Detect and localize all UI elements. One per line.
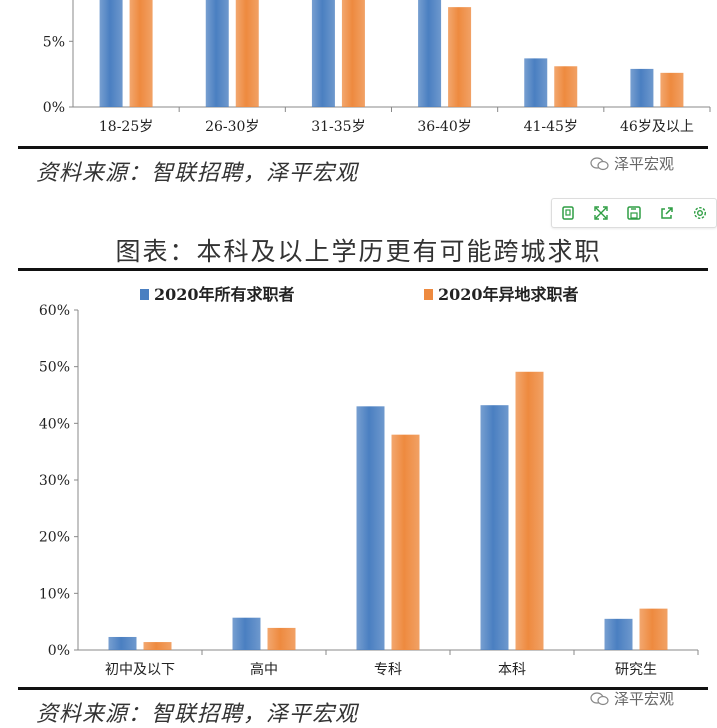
- top-watermark: 泽平宏观: [590, 153, 674, 174]
- watermark-text: 泽平宏观: [614, 155, 675, 173]
- bar-all-seekers: [108, 636, 137, 650]
- bottom-rule: [18, 687, 708, 690]
- bar-remote-seekers: [235, 0, 259, 107]
- x-tick-label: 26-30岁: [205, 119, 259, 135]
- x-tick-label: 本科: [498, 662, 526, 678]
- y-tick-label: 10%: [39, 586, 70, 602]
- copy-icon: [562, 206, 575, 220]
- legend-label: 2020年所有求职者: [154, 285, 295, 304]
- y-tick-label: 50%: [39, 360, 70, 376]
- x-tick-label: 高中: [250, 661, 278, 678]
- bar-all-seekers: [604, 618, 633, 650]
- share-button[interactable]: [656, 202, 678, 224]
- expand-icon: [594, 206, 608, 220]
- bar-remote-seekers: [341, 0, 365, 107]
- bar-all-seekers: [480, 405, 509, 650]
- title-rule: [18, 268, 708, 271]
- bar-all-seekers: [356, 406, 385, 650]
- bar-remote-seekers: [448, 7, 472, 107]
- bar-remote-seekers: [129, 0, 153, 107]
- x-tick-label: 专科: [374, 662, 402, 678]
- share-icon: [661, 207, 673, 219]
- watermark-text: 泽平宏观: [614, 690, 675, 708]
- bar-all-seekers: [311, 0, 335, 107]
- image-toolbar: [551, 198, 717, 228]
- settings-button[interactable]: [689, 202, 711, 224]
- y-tick-label: 0%: [43, 100, 65, 116]
- x-tick-label: 41-45岁: [524, 119, 578, 135]
- x-tick-label: 36-40岁: [417, 119, 471, 135]
- legend-label: 2020年异地求职者: [438, 285, 579, 304]
- settings-icon: [693, 206, 706, 220]
- top-source-text: 资料来源：智联招聘，泽平宏观: [36, 161, 359, 186]
- x-tick-label: 18-25岁: [99, 119, 153, 135]
- bottom-watermark: 泽平宏观: [590, 688, 674, 709]
- bar-remote-seekers: [143, 642, 172, 650]
- bar-remote-seekers: [515, 371, 544, 650]
- bar-all-seekers: [418, 0, 442, 107]
- bar-all-seekers: [205, 0, 229, 107]
- save-icon: [627, 206, 641, 220]
- copy-button[interactable]: [557, 202, 579, 224]
- bar-all-seekers: [232, 617, 261, 650]
- bar-remote-seekers: [391, 434, 420, 650]
- figure-title: 图表：本科及以上学历更有可能跨城求职: [115, 237, 602, 266]
- top-chart: 0% 5% 18-25岁 26-30岁 31-35岁 36-40岁 41-45岁 46岁及以上: [43, 0, 711, 135]
- x-tick-label: 31-35岁: [311, 119, 365, 135]
- top-rule: [18, 146, 708, 149]
- bar-all-seekers: [99, 0, 123, 107]
- y-tick-label: 40%: [39, 416, 70, 432]
- main-chart: 0% 10% 20% 30% 40% 50% 60% 初中及以下 高中 专科 本科 研究生 2020年所…: [39, 285, 699, 678]
- bar-remote-seekers: [660, 72, 684, 107]
- x-tick-label: 研究生: [615, 662, 657, 678]
- legend-swatch: [424, 289, 433, 300]
- wechat-icon: [590, 691, 609, 705]
- bar-all-seekers: [524, 58, 548, 107]
- x-tick-label: 初中及以下: [105, 661, 175, 678]
- bar-remote-seekers: [267, 627, 296, 650]
- bottom-source-text: 资料来源：智联招聘，泽平宏观: [36, 702, 359, 727]
- wechat-icon: [590, 156, 609, 170]
- expand-button[interactable]: [590, 202, 612, 224]
- bar-remote-seekers: [554, 66, 578, 107]
- bar-remote-seekers: [639, 608, 668, 650]
- legend-swatch: [140, 289, 149, 300]
- y-tick-label: 60%: [39, 303, 70, 319]
- y-tick-label: 20%: [39, 530, 70, 546]
- y-tick-label: 30%: [39, 473, 70, 489]
- y-tick-label: 5%: [43, 34, 65, 50]
- y-tick-label: 0%: [48, 643, 70, 659]
- bar-all-seekers: [630, 68, 654, 107]
- save-button[interactable]: [623, 202, 645, 224]
- x-tick-label: 46岁及以上: [620, 119, 694, 135]
